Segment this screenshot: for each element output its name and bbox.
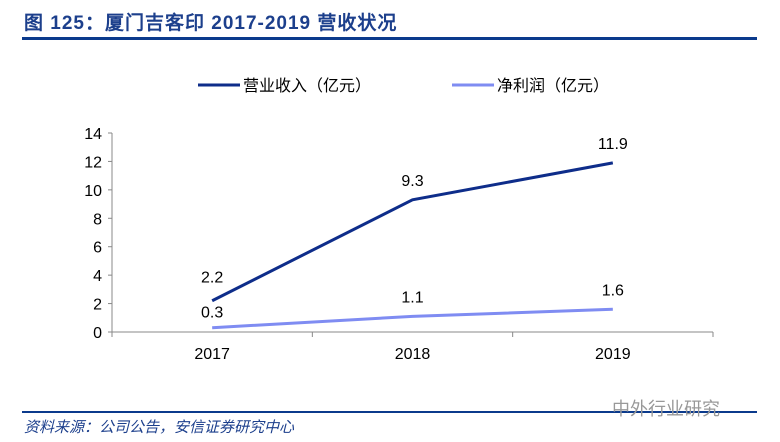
data-label: 2.2 — [201, 270, 223, 287]
series-line-1 — [212, 307, 613, 330]
series-line-0 — [211, 161, 614, 303]
source-note: 资料来源：公司公告，安信证券研究中心 — [24, 419, 295, 436]
x-tick-label: 2017 — [194, 346, 230, 363]
x-tick-label: 2019 — [595, 346, 631, 363]
legend-label-1: 净利润（亿元） — [497, 77, 609, 95]
watermark: 中外行业研究 — [612, 399, 720, 419]
x-tick-label: 2018 — [395, 346, 431, 363]
title-divider — [22, 37, 757, 40]
data-label: 9.3 — [401, 173, 423, 190]
y-tick-label: 12 — [84, 154, 102, 171]
data-label: 1.1 — [401, 289, 423, 306]
y-tick-label: 4 — [93, 268, 102, 285]
data-label: 1.6 — [602, 282, 624, 299]
y-tick-label: 0 — [93, 325, 102, 342]
footer-divider — [22, 411, 757, 413]
y-tick-label: 14 — [84, 126, 102, 143]
legend-label-0: 营业收入（亿元） — [243, 77, 371, 95]
data-label: 11.9 — [598, 136, 628, 153]
y-tick-label: 6 — [93, 240, 102, 257]
data-label: 0.3 — [201, 305, 223, 322]
y-tick-label: 2 — [93, 297, 102, 314]
figure-title: 图 125：厦门吉客印 2017-2019 营收状况 — [24, 13, 398, 34]
y-tick-label: 10 — [84, 183, 102, 200]
y-tick-label: 8 — [93, 211, 102, 228]
